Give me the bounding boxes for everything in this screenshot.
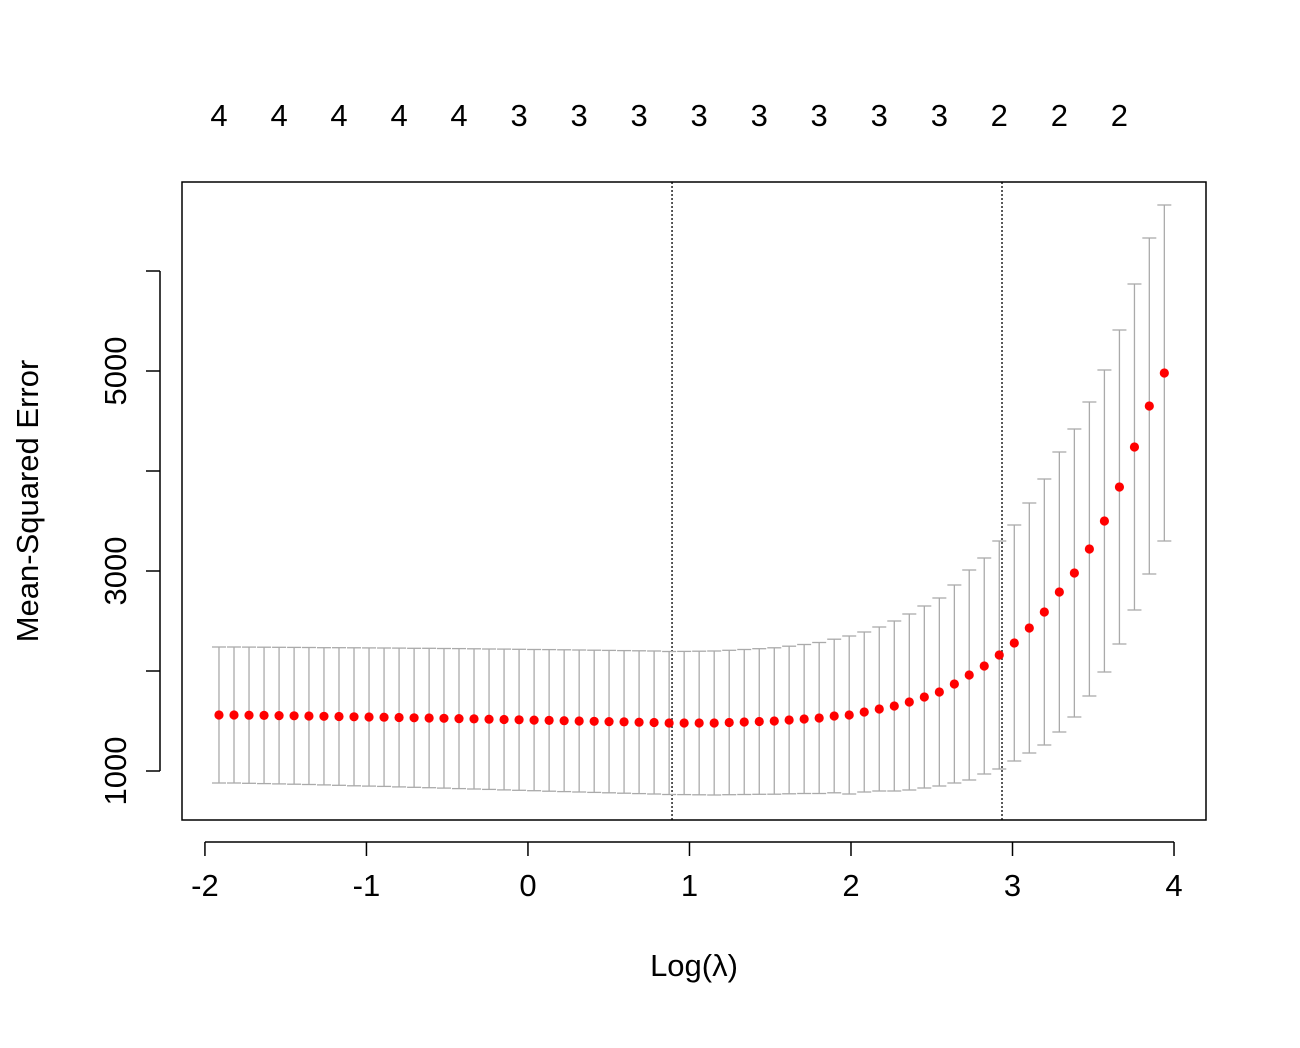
point: [904, 697, 914, 707]
point: [1069, 568, 1079, 578]
top-label: 4: [330, 98, 347, 133]
point: [349, 712, 359, 722]
top-label: 3: [571, 98, 588, 133]
point: [409, 713, 419, 723]
point: [859, 707, 869, 717]
point: [1084, 544, 1094, 554]
point: [274, 711, 284, 721]
y-tick-label: 1000: [98, 737, 133, 806]
point: [214, 710, 224, 720]
point: [874, 704, 884, 714]
point: [334, 711, 344, 722]
point: [889, 701, 899, 711]
point: [994, 650, 1004, 660]
point: [934, 687, 944, 697]
point: [514, 715, 524, 725]
point: [259, 710, 269, 721]
point: [484, 714, 494, 724]
point: [1039, 607, 1049, 617]
top-label: 3: [630, 98, 647, 133]
point: [979, 661, 989, 671]
plot-frame: [181, 181, 1207, 821]
point: [469, 714, 479, 724]
point: [604, 717, 614, 727]
x-axis-label: Log(λ): [650, 948, 738, 983]
x-tick-label: -1: [353, 868, 381, 903]
top-label: 3: [751, 98, 768, 133]
y-tick-label: 3000: [98, 537, 133, 606]
point: [544, 715, 554, 726]
top-label: 3: [871, 98, 888, 133]
point: [709, 718, 719, 728]
point: [739, 717, 749, 727]
point: [394, 712, 404, 723]
top-label: 4: [450, 98, 467, 133]
point: [619, 717, 629, 727]
point: [724, 717, 734, 728]
top-label: 3: [510, 98, 527, 133]
point: [799, 714, 809, 724]
point: [634, 717, 644, 727]
y-tick-label: 5000: [98, 337, 133, 406]
point: [679, 718, 689, 728]
point: [784, 715, 794, 725]
top-label: 2: [1051, 98, 1068, 133]
point: [1099, 516, 1110, 526]
point: [754, 716, 764, 727]
x-tick-label: -2: [191, 868, 219, 903]
x-tick-label: 4: [1165, 868, 1182, 903]
point: [919, 692, 929, 702]
point: [529, 715, 539, 725]
point: [1024, 623, 1034, 633]
y-axis-label: Mean-Squared Error: [10, 360, 45, 643]
point: [844, 710, 854, 720]
top-label: 3: [691, 98, 708, 133]
point: [649, 717, 659, 728]
point: [1009, 638, 1019, 648]
point: [1129, 442, 1140, 452]
point: [364, 712, 374, 722]
x-tick-label: 3: [1004, 868, 1021, 903]
point: [319, 711, 329, 721]
top-label: 3: [931, 98, 948, 133]
point: [1159, 368, 1169, 378]
point: [379, 712, 389, 722]
top-label: 3: [811, 98, 828, 133]
point: [574, 716, 584, 726]
point: [499, 714, 509, 725]
point: [439, 713, 449, 723]
point: [424, 713, 434, 723]
point: [949, 679, 959, 689]
point: [664, 718, 674, 728]
point: [244, 710, 254, 720]
point: [589, 716, 599, 726]
point: [1054, 587, 1064, 597]
point: [814, 713, 824, 723]
x-tick-label: 2: [842, 868, 859, 903]
top-label: 4: [210, 98, 227, 133]
point: [559, 716, 569, 726]
point: [304, 711, 314, 721]
point: [964, 670, 974, 680]
point: [1144, 401, 1154, 411]
point: [454, 714, 464, 724]
top-label: 2: [1111, 98, 1128, 133]
x-tick-label: 0: [519, 868, 536, 903]
top-label: 2: [991, 98, 1008, 133]
point: [1114, 482, 1125, 492]
x-tick-label: 1: [681, 868, 698, 903]
point: [769, 716, 779, 726]
point: [289, 711, 299, 721]
top-label: 4: [390, 98, 407, 133]
point: [829, 711, 839, 721]
top-label: 4: [270, 98, 287, 133]
point: [694, 718, 704, 728]
point: [229, 710, 239, 720]
